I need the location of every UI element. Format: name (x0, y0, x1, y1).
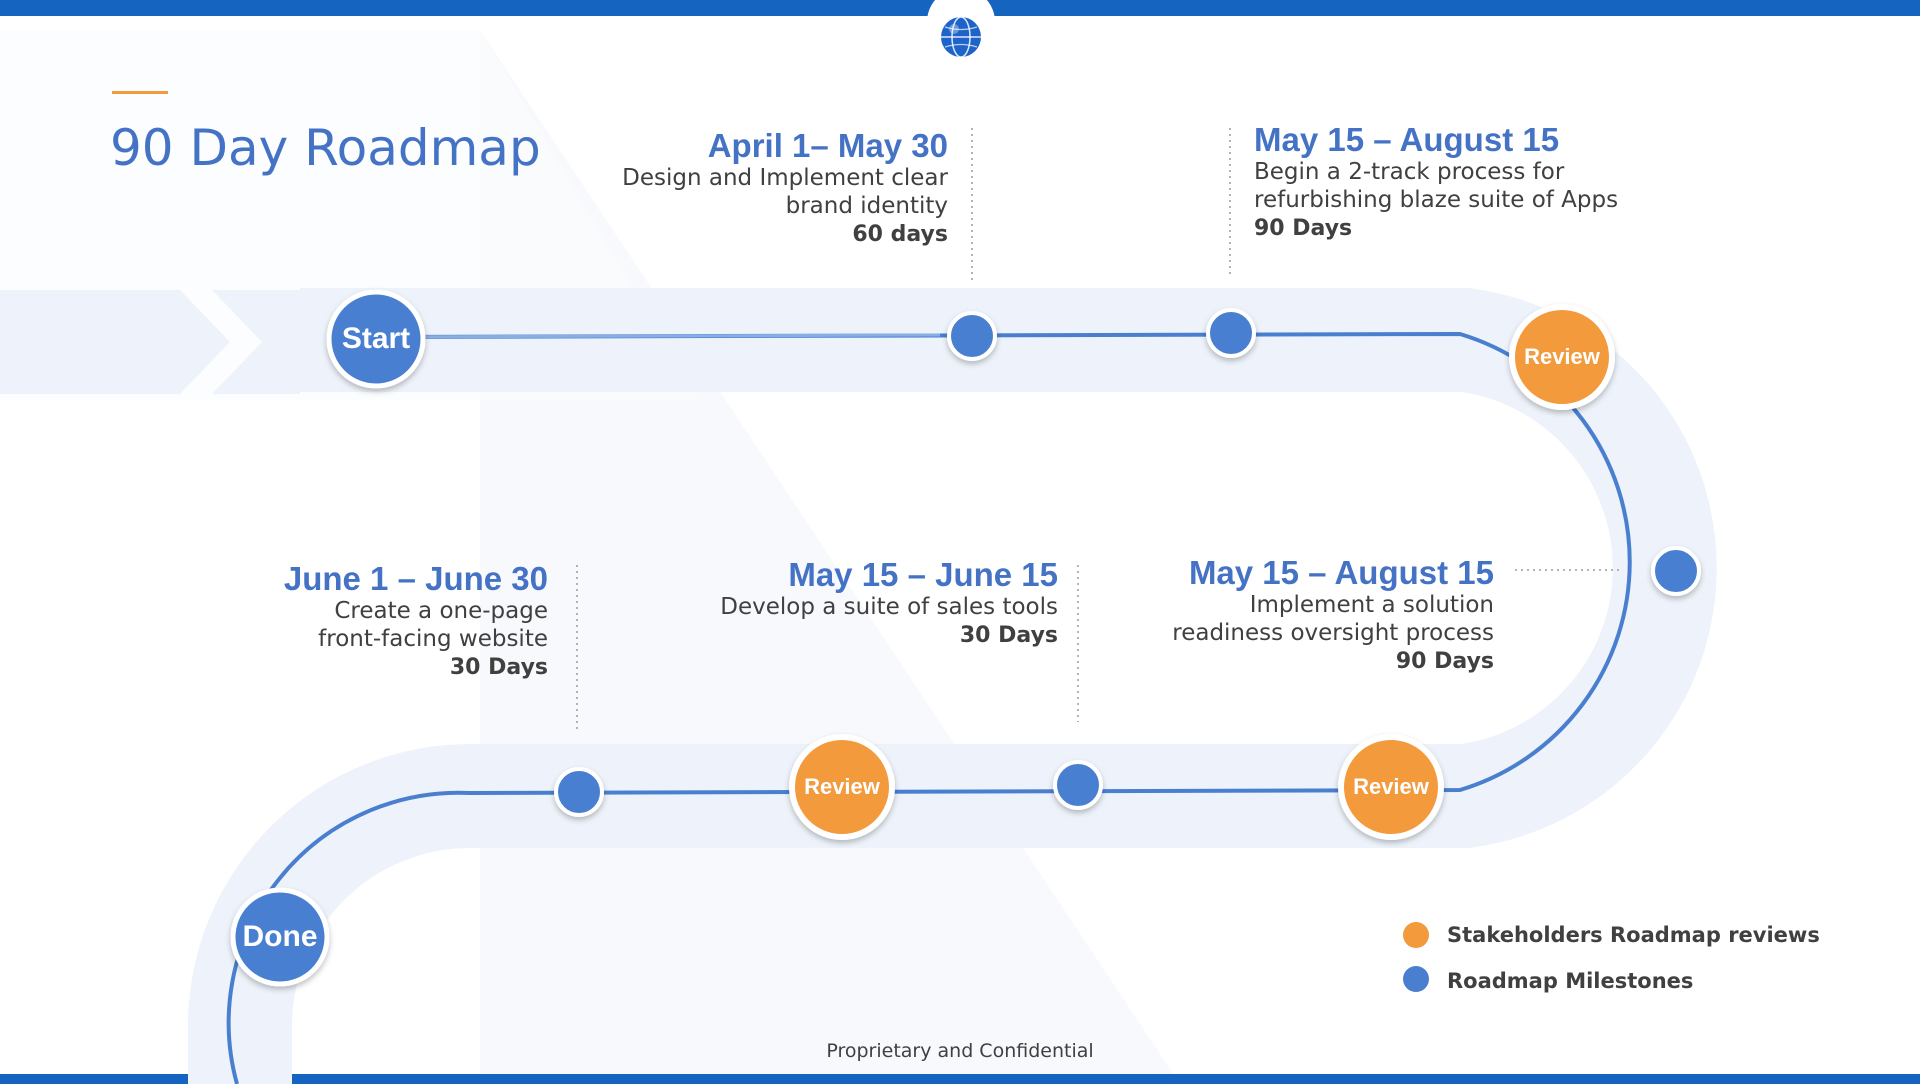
done-label: Done (242, 920, 318, 953)
legend-milestones-label: Roadmap Milestones (1447, 969, 1694, 993)
milestone-5-date: June 1 – June 30 (283, 560, 548, 597)
road-line-highlight (375, 333, 941, 339)
milestone-1-desc-line-2: brand identity (785, 193, 948, 219)
milestone-node-2 (1206, 308, 1256, 358)
legend-milestone-dot (1403, 966, 1429, 992)
milestone-1-date: April 1– May 30 (707, 127, 948, 164)
milestone-3-desc-line-2: readiness oversight process (1172, 620, 1494, 646)
review-label-2: Review (1353, 774, 1429, 799)
bottom-bar (0, 1074, 1920, 1084)
milestone-1-desc-line-1: Design and Implement clear (622, 165, 948, 191)
milestone-node-1 (947, 311, 997, 361)
milestone-5: June 1 – June 30 Create a one-page front… (284, 561, 548, 683)
milestone-3: May 15 – August 15 Implement a solution … (1172, 555, 1494, 677)
milestone-4: May 15 – June 15 Develop a suite of sale… (720, 557, 1058, 651)
page-title: 90 Day Roadmap (110, 119, 541, 177)
milestone-node-5 (554, 767, 604, 817)
review-node-2 (1338, 734, 1444, 840)
done-node (230, 887, 330, 987)
milestone-3-date: May 15 – August 15 (1188, 554, 1494, 591)
review-label-3: Review (804, 774, 880, 799)
footer-text: Proprietary and Confidential (826, 1040, 1094, 1062)
start-label: Start (341, 322, 411, 355)
globe-icon (941, 16, 981, 58)
milestone-1: April 1– May 30 Design and Implement cle… (622, 128, 948, 250)
milestone-5-desc-line-2: front-facing website (318, 626, 548, 652)
milestone-3-desc-line-1: Implement a solution (1249, 592, 1494, 618)
milestone-node-4 (1053, 760, 1103, 810)
milestone-4-desc-line-1: Develop a suite of sales tools (720, 594, 1058, 620)
milestone-4-date: May 15 – June 15 (788, 556, 1058, 593)
road-band (188, 288, 1717, 1084)
legend-review-dot (1403, 922, 1429, 948)
start-node (326, 289, 426, 389)
milestone-2: May 15 – August 15 Begin a 2-track proce… (1254, 122, 1618, 244)
milestone-2-date: May 15 – August 15 (1254, 121, 1560, 158)
legend-reviews-label: Stakeholders Roadmap reviews (1447, 923, 1820, 947)
review-node-1 (1509, 304, 1615, 410)
title-accent-line (112, 91, 168, 94)
milestone-5-duration: 30 Days (449, 655, 548, 680)
review-label-1: Review (1524, 344, 1600, 369)
chevron-band-1 (0, 290, 230, 394)
milestone-2-duration: 90 Days (1254, 216, 1353, 241)
milestone-3-duration: 90 Days (1395, 649, 1494, 674)
milestone-2-desc-line-1: Begin a 2-track process for (1254, 159, 1565, 185)
milestone-2-desc-line-2: refurbishing blaze suite of Apps (1254, 187, 1619, 213)
milestone-1-duration: 60 days (852, 222, 948, 247)
review-node-3 (789, 734, 895, 840)
chevron-band-2 (212, 290, 300, 394)
milestone-node-3 (1651, 546, 1701, 596)
milestone-5-desc-line-1: Create a one-page (334, 598, 548, 624)
milestone-4-duration: 30 Days (959, 623, 1058, 648)
